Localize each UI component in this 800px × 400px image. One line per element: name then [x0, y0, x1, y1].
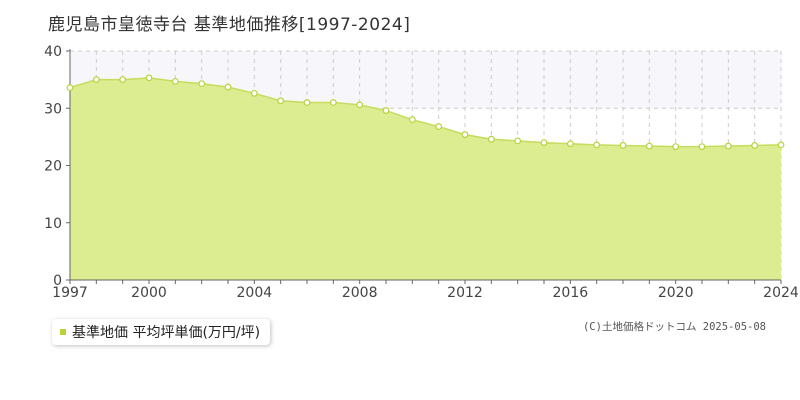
x-tick-label: 2020: [658, 285, 694, 300]
data-point: [119, 76, 127, 84]
data-point: [514, 137, 522, 145]
data-point: [566, 140, 574, 148]
data-point: [277, 97, 285, 105]
data-point: [198, 80, 206, 88]
area-fill: [70, 77, 781, 280]
x-tick-label: 1997: [52, 285, 88, 300]
data-point: [724, 142, 732, 150]
data-point: [593, 141, 601, 149]
legend: 基準地価 平均坪単価(万円/坪): [52, 319, 271, 345]
data-point: [303, 99, 311, 106]
y-tick-label: 30: [44, 101, 62, 117]
data-point: [66, 84, 74, 92]
x-tick-label: 2008: [342, 285, 378, 300]
chart-title: 鹿児島市皇徳寺台 基準地価推移[1997-2024]: [48, 15, 411, 35]
data-point: [777, 141, 785, 149]
x-tick-label: 2016: [553, 285, 589, 300]
x-tick-label: 2004: [237, 285, 273, 300]
data-point: [408, 116, 416, 124]
series-line: [69, 77, 782, 148]
x-tick-label: 2012: [447, 285, 483, 300]
chart-plot: 0 10 20 30 40 1997 2000 2004 2008 2012 2016 2020 202…: [44, 44, 799, 300]
data-point: [672, 143, 680, 151]
data-point: [92, 76, 100, 84]
y-tick-label: 40: [44, 44, 62, 60]
y-tick-label: 0: [53, 273, 62, 289]
x-tick-label: 2024: [763, 285, 799, 300]
x-tick-label: 2000: [131, 285, 167, 300]
y-tick-label: 20: [44, 159, 62, 175]
data-point: [751, 142, 759, 149]
legend-label: 基準地価 平均坪単価(万円/坪): [72, 325, 261, 341]
data-point: [382, 107, 390, 114]
data-point: [250, 89, 258, 97]
data-point: [645, 142, 653, 150]
data-point: [329, 99, 337, 106]
data-point: [145, 74, 153, 82]
legend-marker: [60, 329, 66, 335]
data-point: [171, 77, 179, 85]
data-point: [698, 143, 706, 151]
data-point: [540, 139, 548, 147]
copyright-text: (C)土地価格ドットコム 2025-05-08: [582, 321, 766, 333]
data-point: [487, 135, 495, 143]
data-point: [356, 101, 364, 109]
data-point: [224, 83, 232, 91]
data-point: [461, 131, 469, 138]
y-tick-label: 10: [44, 216, 62, 232]
data-point: [435, 123, 443, 130]
data-point: [619, 142, 627, 149]
